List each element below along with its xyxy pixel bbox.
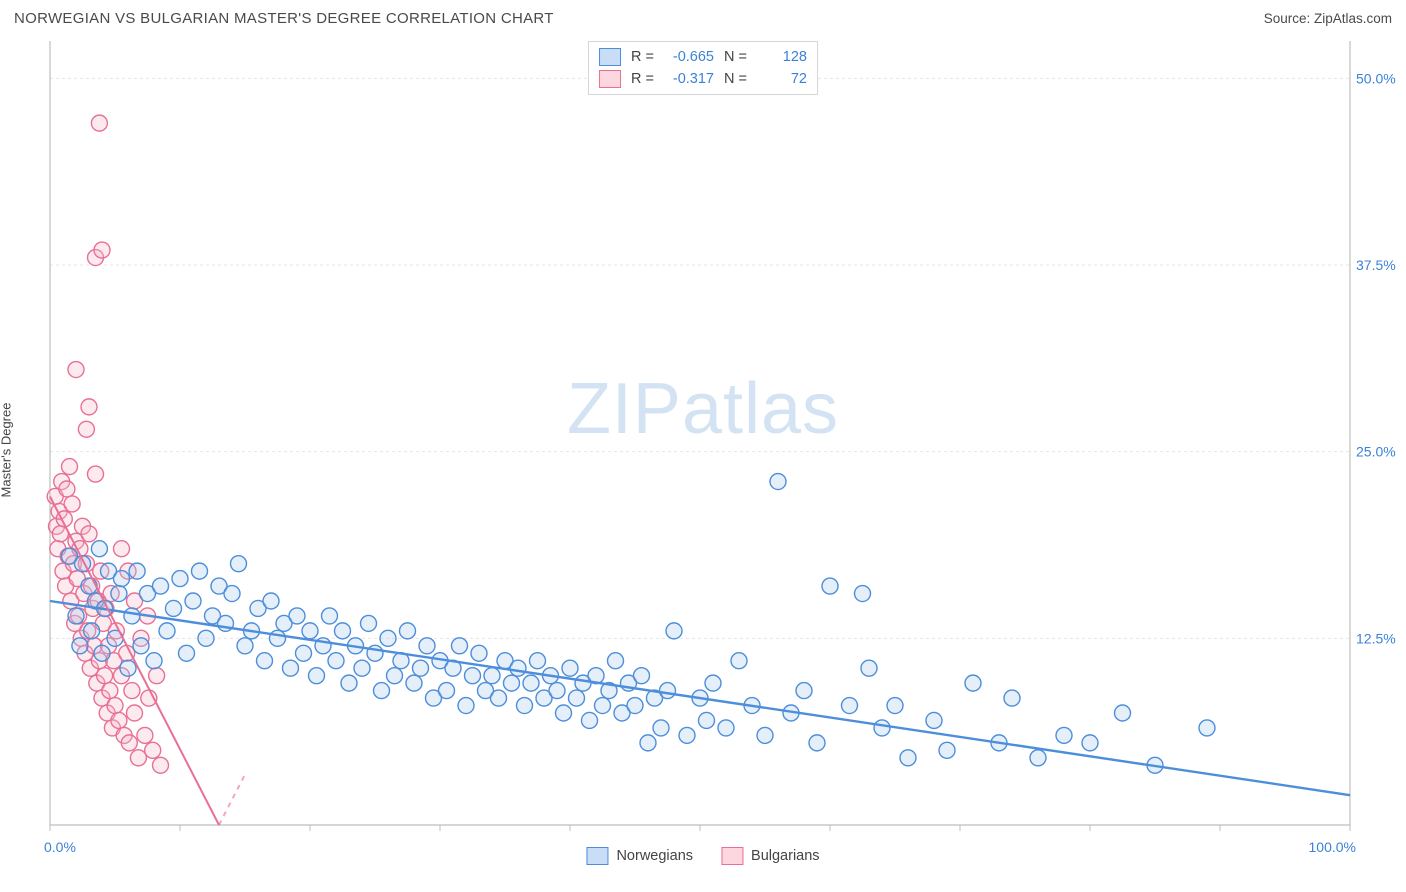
r-value-bulgarians: -0.317 (664, 71, 714, 87)
svg-text:37.5%: 37.5% (1356, 257, 1396, 273)
r-label: R = (631, 71, 654, 87)
source-name: ZipAtlas.com (1314, 11, 1392, 26)
correlation-legend: R = -0.665 N = 128 R = -0.317 N = 72 (588, 41, 818, 95)
chart-area: Master's Degree ZIPatlas R = -0.665 N = … (0, 35, 1406, 865)
legend-row-bulgarians: R = -0.317 N = 72 (599, 68, 807, 90)
source-prefix: Source: (1264, 11, 1314, 26)
svg-text:12.5%: 12.5% (1356, 630, 1396, 646)
chart-source: Source: ZipAtlas.com (1264, 11, 1392, 26)
chart-svg: 12.5% 25.0% 37.5% 50.0% (0, 35, 1406, 865)
r-label: R = (631, 49, 654, 65)
swatch-bulgarians (599, 70, 621, 88)
svg-text:50.0%: 50.0% (1356, 70, 1396, 86)
r-value-norwegians: -0.665 (664, 49, 714, 65)
chart-title: NORWEGIAN VS BULGARIAN MASTER'S DEGREE C… (14, 10, 554, 27)
n-label: N = (724, 49, 747, 65)
n-label: N = (724, 71, 747, 87)
legend-row-norwegians: R = -0.665 N = 128 (599, 46, 807, 68)
swatch-norwegians (599, 48, 621, 66)
svg-text:25.0%: 25.0% (1356, 444, 1396, 460)
chart-header: NORWEGIAN VS BULGARIAN MASTER'S DEGREE C… (0, 0, 1406, 35)
n-value-norwegians: 128 (757, 49, 807, 65)
n-value-bulgarians: 72 (757, 71, 807, 87)
